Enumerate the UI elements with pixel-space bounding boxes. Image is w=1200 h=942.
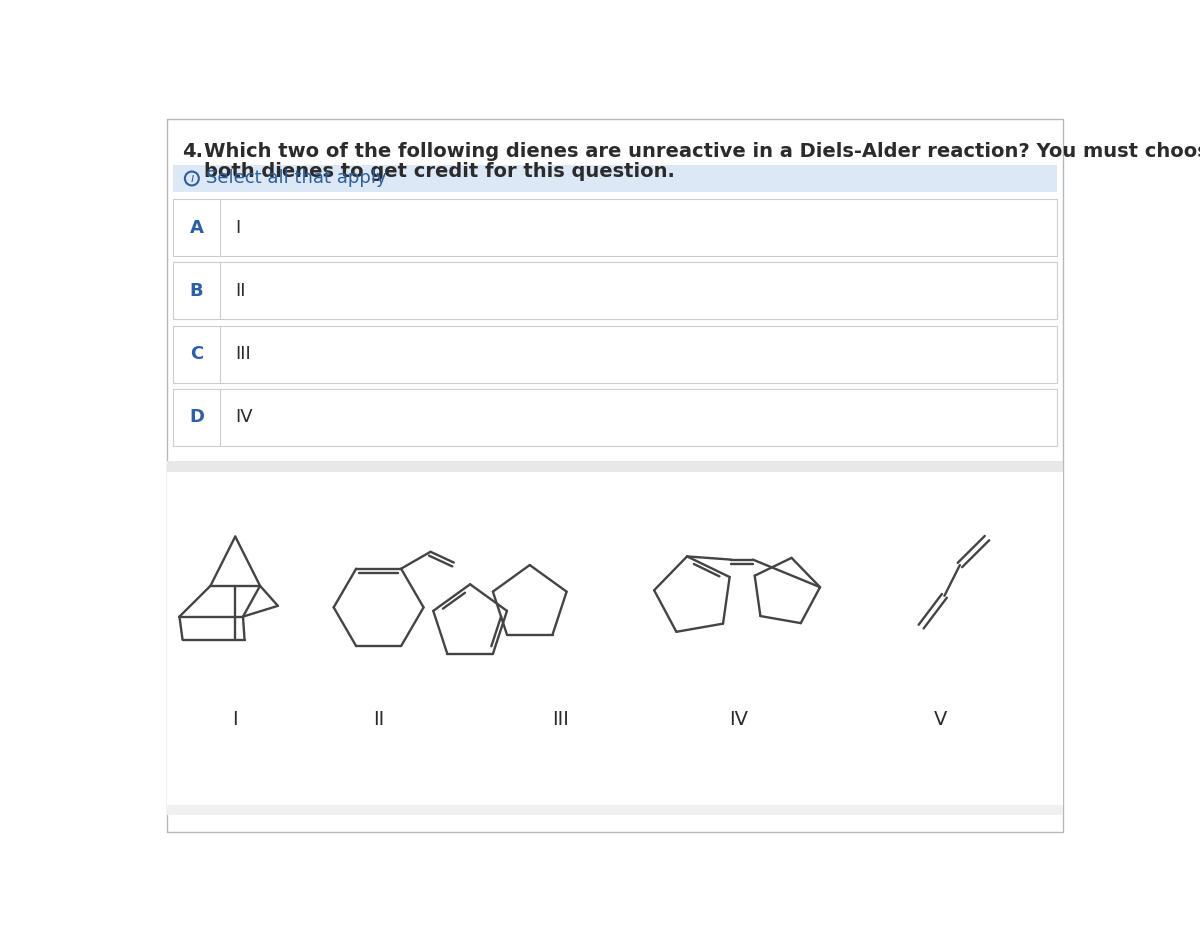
Text: 4.: 4. bbox=[182, 141, 204, 160]
Text: A: A bbox=[190, 219, 204, 236]
Text: IV: IV bbox=[730, 709, 749, 728]
Text: I: I bbox=[235, 219, 240, 236]
FancyBboxPatch shape bbox=[150, 113, 1080, 838]
Text: III: III bbox=[552, 709, 569, 728]
Text: Which two of the following dienes are unreactive in a Diels-Alder reaction? You : Which two of the following dienes are un… bbox=[204, 141, 1200, 160]
Text: IV: IV bbox=[235, 408, 253, 426]
FancyBboxPatch shape bbox=[173, 326, 1057, 382]
FancyBboxPatch shape bbox=[167, 120, 1063, 832]
Text: both dienes to get credit for this question.: both dienes to get credit for this quest… bbox=[204, 162, 676, 181]
Text: III: III bbox=[235, 345, 251, 363]
FancyBboxPatch shape bbox=[167, 461, 1063, 472]
Text: i: i bbox=[190, 172, 193, 185]
Text: B: B bbox=[190, 282, 203, 300]
Text: C: C bbox=[190, 345, 203, 363]
Text: I: I bbox=[233, 709, 238, 728]
Text: D: D bbox=[190, 408, 204, 426]
FancyBboxPatch shape bbox=[167, 472, 1063, 804]
FancyBboxPatch shape bbox=[167, 461, 1063, 815]
FancyBboxPatch shape bbox=[173, 389, 1057, 446]
Text: II: II bbox=[235, 282, 246, 300]
FancyBboxPatch shape bbox=[173, 200, 1057, 256]
Text: V: V bbox=[934, 709, 947, 728]
FancyBboxPatch shape bbox=[173, 166, 1057, 191]
Text: Select all that apply: Select all that apply bbox=[206, 170, 386, 187]
Text: II: II bbox=[373, 709, 384, 728]
FancyBboxPatch shape bbox=[173, 263, 1057, 319]
